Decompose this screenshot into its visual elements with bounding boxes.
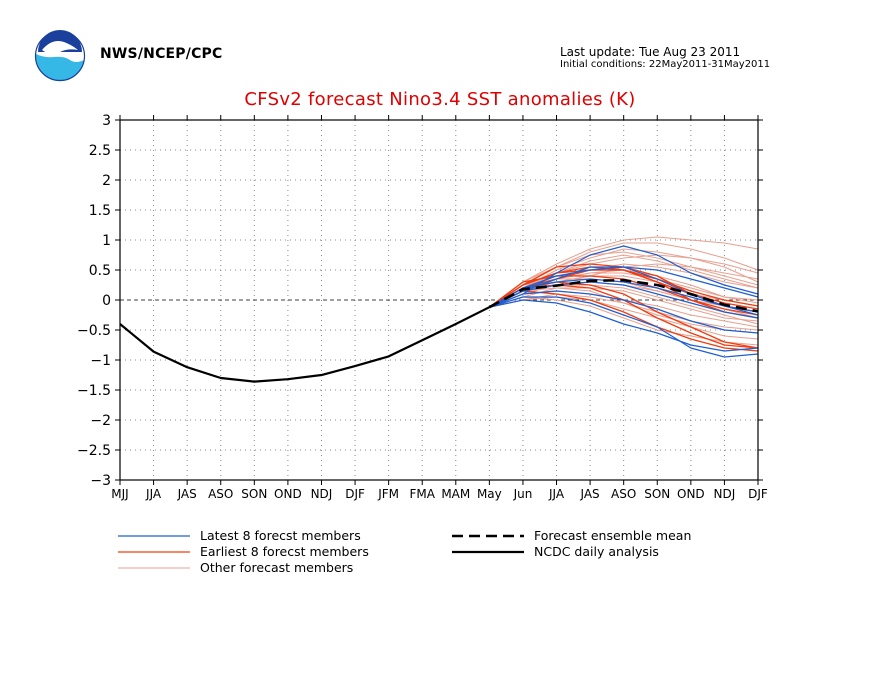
ensemble-mean-line	[488, 278, 759, 313]
legend-latest-label: Latest 8 forecst members	[200, 528, 361, 543]
x-tick-label: JAS	[177, 487, 197, 501]
x-tick-label: MJJ	[111, 487, 128, 501]
x-tick-label: FMA	[409, 487, 435, 501]
y-tick-label: −1	[90, 353, 111, 369]
x-tick-label: ASO	[208, 487, 233, 501]
y-tick-label: 3	[102, 113, 111, 129]
latest-member-line	[489, 281, 759, 319]
x-tick-label: SON	[241, 487, 267, 501]
legend-other-label: Other forecast members	[200, 560, 353, 575]
earliest-member-line	[489, 290, 759, 352]
other-member-line	[489, 287, 759, 322]
y-tick-label: 1.5	[89, 203, 111, 219]
y-tick-label: 2.5	[89, 143, 111, 159]
other-member-line	[489, 236, 759, 308]
y-tick-label: 0.5	[89, 263, 111, 279]
x-tick-label: NDJ	[311, 487, 333, 501]
noaa-logo-icon	[34, 30, 86, 82]
other-member-line	[489, 293, 759, 331]
x-tick-label: JJA	[548, 487, 565, 501]
x-tick-label: JAS	[580, 487, 600, 501]
y-tick-label: 2	[102, 173, 111, 189]
x-tick-label: May	[477, 487, 502, 501]
latest-member-line	[489, 296, 759, 358]
y-tick-label: −0.5	[77, 323, 111, 339]
other-member-line	[489, 275, 759, 308]
y-tick-label: −3	[90, 473, 111, 489]
initial-conditions-text: Initial conditions: 22May2011-31May2011	[560, 59, 771, 70]
x-tick-label: DJF	[345, 487, 365, 501]
plot-frame	[119, 119, 759, 481]
x-tick-label: ASO	[611, 487, 636, 501]
latest-member-line	[489, 290, 759, 334]
x-tick-label: DJF	[748, 487, 768, 501]
latest-member-line	[489, 299, 759, 352]
legend-earliest-label: Earliest 8 forecst members	[200, 544, 369, 559]
other-member-line	[489, 251, 759, 308]
latest-member-line	[489, 278, 759, 313]
x-tick-label: JFM	[377, 487, 399, 501]
y-tick-label: −2.5	[77, 443, 111, 459]
legend-analysis-label: NCDC daily analysis	[534, 544, 659, 559]
legend-mean-label: Forecast ensemble mean	[534, 528, 691, 543]
other-member-line	[489, 248, 759, 308]
x-tick-label: Jun	[513, 487, 533, 501]
y-tick-label: −1.5	[77, 383, 111, 399]
other-member-line	[489, 254, 759, 308]
x-tick-label: OND	[677, 487, 705, 501]
x-tick-label: JJA	[145, 487, 162, 501]
other-member-line	[489, 296, 759, 340]
chart-title: CFSv2 forecast Nino3.4 SST anomalies (K)	[244, 89, 636, 110]
y-tick-label: −2	[90, 413, 111, 429]
latest-member-line	[489, 266, 759, 308]
x-tick-label: NDJ	[714, 487, 736, 501]
ncdc-analysis-line	[119, 306, 490, 383]
x-tick-label: MAM	[441, 487, 470, 501]
other-member-line	[489, 284, 759, 325]
organization-label: NWS/NCEP/CPC	[100, 46, 223, 62]
y-tick-label: 0	[102, 293, 111, 309]
x-tick-label: SON	[644, 487, 670, 501]
y-tick-label: 1	[102, 233, 111, 249]
last-update-text: Last update: Tue Aug 23 2011	[560, 45, 741, 59]
x-tick-label: OND	[274, 487, 302, 501]
